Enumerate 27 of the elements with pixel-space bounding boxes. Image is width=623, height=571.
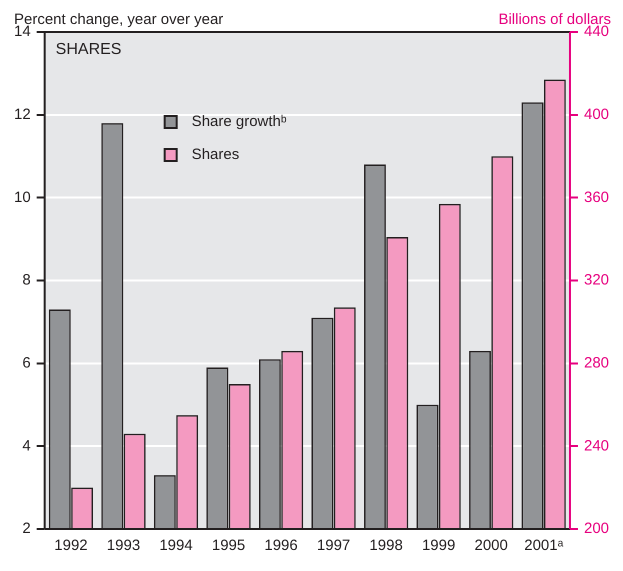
x-tick-label: 1999: [422, 537, 456, 554]
x-tick-label: 1992: [54, 537, 88, 554]
y-tick-label: 12: [14, 106, 31, 123]
y2-tick-label: 280: [584, 354, 610, 372]
y-tick-label: 14: [14, 23, 31, 40]
x-tick-label: 1996: [264, 537, 298, 554]
x-tick-label: 1993: [106, 537, 140, 554]
legend-label: Share growthᵇ: [192, 113, 287, 130]
y-tick-label: 6: [22, 354, 31, 372]
x-tick-label: 2001ᵃ: [524, 537, 564, 554]
y-tick-label: 2: [22, 520, 31, 538]
y2-tick-label: 200: [584, 520, 610, 538]
x-tick-label: 1998: [369, 537, 403, 554]
x-tick-label: 1997: [316, 537, 350, 554]
text: SHARES: [56, 41, 122, 58]
y2-tick-label: 440: [584, 23, 610, 40]
y-tick-label: 10: [14, 188, 31, 206]
y2-tick-label: 400: [584, 106, 610, 123]
x-tick-label: 1994: [159, 537, 193, 554]
y-tick-label: 8: [22, 272, 31, 289]
y-tick-label: 4: [22, 437, 31, 454]
y2-tick-label: 240: [584, 437, 610, 454]
y2-tick-label: 320: [584, 272, 610, 289]
x-tick-label: 2000: [474, 537, 508, 554]
x-tick-label: 1995: [212, 537, 246, 554]
y2-tick-label: 360: [584, 188, 610, 206]
legend-label: Shares: [192, 146, 240, 164]
